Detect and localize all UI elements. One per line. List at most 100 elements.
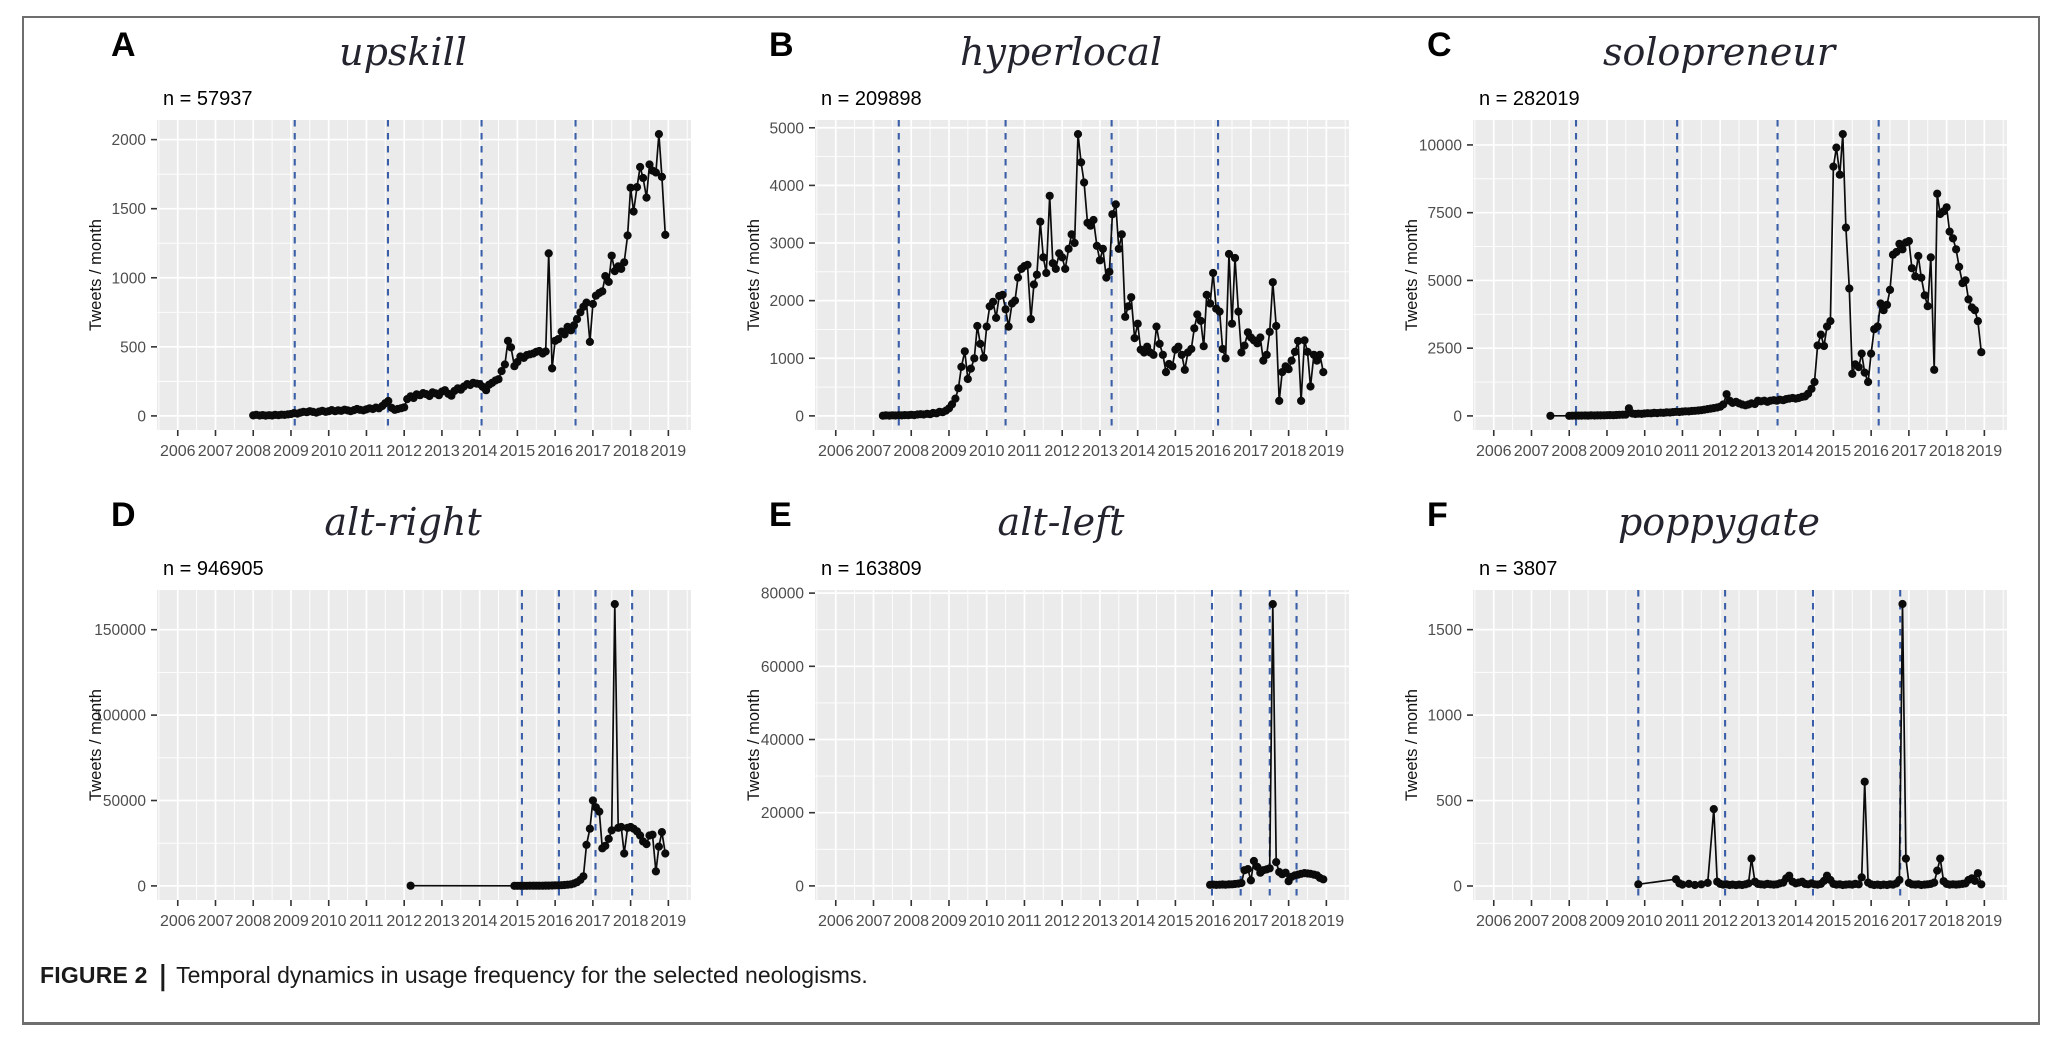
grid-minor	[1473, 120, 2007, 430]
y-tick-label: 1000	[112, 270, 147, 287]
data-point	[1215, 307, 1224, 316]
data-point	[1832, 143, 1841, 152]
x-tick-label: 2014	[1778, 913, 1814, 930]
data-point	[617, 264, 626, 273]
x-tick-label: 2007	[1514, 913, 1550, 930]
x-tick-label: 2009	[931, 443, 967, 460]
y-tick-label: 1000	[1428, 708, 1463, 725]
y-tick-label: 0	[1453, 878, 1462, 895]
data-point	[1930, 878, 1939, 887]
data-point	[1907, 264, 1916, 273]
data-point	[1933, 866, 1942, 875]
y-tick-label: 150000	[94, 622, 146, 639]
data-point	[1121, 312, 1130, 321]
x-tick-label: 2014	[1120, 913, 1156, 930]
x-tick-label: 2016	[537, 443, 573, 460]
data-point	[976, 339, 985, 348]
x-tick-label: 2017	[1233, 913, 1269, 930]
data-point	[966, 364, 975, 373]
figure-caption: FIGURE 2 | Temporal dynamics in usage freq…	[40, 959, 868, 992]
data-point	[1108, 210, 1117, 219]
data-point	[1319, 368, 1328, 377]
data-point	[1026, 315, 1035, 324]
data-point	[506, 343, 516, 352]
data-point	[1854, 880, 1863, 889]
grid-major	[815, 590, 1349, 900]
x-tick-label: 2019	[1309, 443, 1345, 460]
data-point	[1300, 336, 1309, 345]
data-point	[1133, 319, 1142, 328]
data-point	[1230, 253, 1240, 263]
y-tick-label: 100000	[94, 708, 146, 725]
data-point	[1039, 253, 1048, 262]
panel-letter-a: A	[111, 26, 136, 64]
data-point	[642, 840, 651, 849]
data-point	[585, 337, 594, 346]
data-point	[1042, 268, 1051, 278]
data-point	[1942, 203, 1951, 212]
axis-ticks: 2006 2007 2008 2009 2010 2011 2012 2013 2014 2015…	[1419, 137, 2002, 460]
x-tick-label: 2011	[349, 913, 384, 930]
data-point	[1243, 865, 1252, 874]
data-point	[1089, 215, 1098, 225]
x-tick-label: 2006	[818, 913, 854, 930]
x-tick-label: 2017	[1233, 443, 1269, 460]
data-point	[1190, 324, 1199, 333]
series-points	[249, 130, 670, 420]
chart-poppygate: 2006 2007 2008 2009 2010 2011 2012 2013 2014 2015…	[1403, 590, 2007, 930]
x-tick-label: 2007	[198, 443, 234, 460]
y-tick-label: 500	[1436, 793, 1462, 810]
data-point	[1202, 290, 1211, 299]
data-point	[1936, 854, 1945, 863]
x-tick-label: 2013	[424, 443, 460, 460]
panel-poppygate: F poppygate n = 3807 2006 2007 2008 2009 201…	[1401, 494, 2037, 950]
data-point	[1095, 256, 1104, 265]
data-point	[1917, 273, 1926, 282]
panel-title-alt-left: alt-left	[997, 500, 1125, 544]
y-axis-title: Tweets / month	[87, 689, 105, 801]
data-point	[1930, 365, 1939, 374]
x-tick-label: 2019	[651, 443, 687, 460]
data-point	[1127, 293, 1136, 302]
data-point	[610, 600, 619, 609]
data-point	[1722, 390, 1731, 399]
data-point	[1262, 350, 1271, 359]
data-point	[1961, 276, 1970, 285]
data-point	[1130, 334, 1139, 343]
data-point	[1196, 316, 1205, 325]
y-tick-label: 20000	[761, 805, 804, 822]
panel-title-solopreneur: solopreneur	[1603, 30, 1835, 74]
data-point	[1848, 369, 1857, 378]
sample-size-label: n = 3807	[1479, 558, 1558, 580]
x-tick-label: 2017	[1891, 443, 1927, 460]
data-point	[1895, 875, 1904, 885]
x-tick-label: 2018	[613, 913, 649, 930]
data-point	[1105, 267, 1114, 276]
data-point	[494, 375, 503, 384]
x-tick-label: 2015	[1158, 443, 1194, 460]
data-point	[1064, 244, 1073, 253]
plot-background	[1473, 120, 2007, 430]
x-tick-label: 2019	[651, 913, 687, 930]
y-tick-label: 0	[137, 408, 146, 425]
data-point	[582, 298, 591, 307]
data-point	[1029, 280, 1038, 289]
data-point	[970, 354, 979, 363]
data-point	[982, 322, 991, 331]
data-point	[1001, 305, 1010, 314]
x-tick-label: 2008	[1551, 443, 1587, 460]
data-point	[1073, 130, 1083, 139]
data-point	[1124, 302, 1133, 311]
data-point	[1709, 805, 1718, 814]
data-point	[1955, 262, 1964, 271]
panel-title-poppygate: poppygate	[1617, 500, 1821, 544]
y-axis-title: Tweets / month	[1403, 689, 1421, 801]
y-tick-label: 60000	[761, 659, 804, 676]
data-point	[503, 336, 513, 345]
data-point	[500, 360, 509, 369]
data-point	[569, 321, 579, 330]
data-point	[1287, 356, 1296, 365]
data-point	[1067, 230, 1076, 239]
y-axis-title: Tweets / month	[87, 219, 105, 331]
x-tick-label: 2009	[1589, 913, 1625, 930]
